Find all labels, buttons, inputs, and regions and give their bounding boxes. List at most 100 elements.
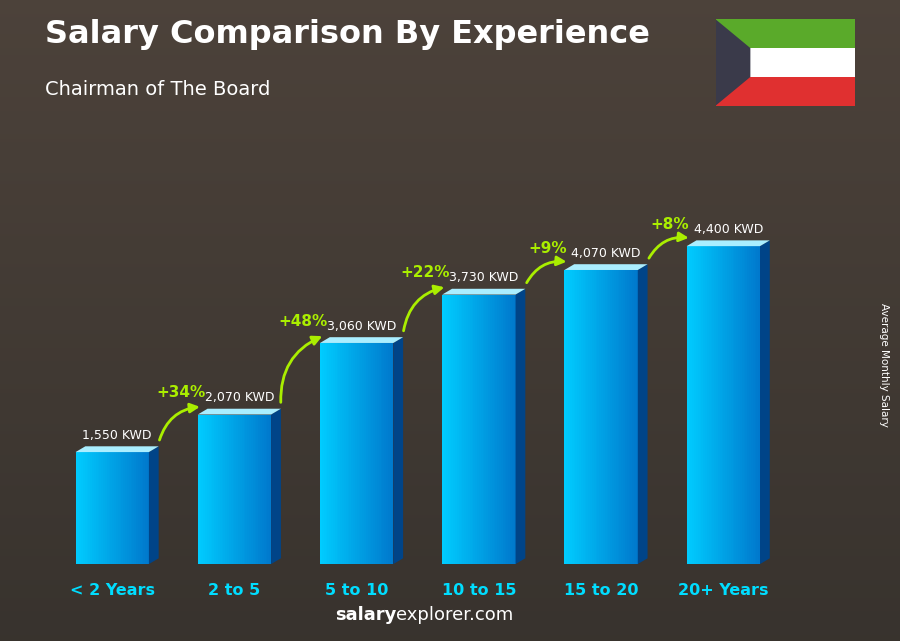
Bar <box>442 295 445 564</box>
Bar <box>260 415 262 564</box>
Bar <box>630 270 633 564</box>
Bar <box>464 295 466 564</box>
Bar <box>83 452 85 564</box>
Bar <box>120 452 122 564</box>
Text: salary: salary <box>335 606 396 624</box>
Bar <box>706 246 709 564</box>
Bar <box>244 415 246 564</box>
Bar <box>625 270 627 564</box>
Bar <box>610 270 612 564</box>
Bar <box>727 246 729 564</box>
Bar <box>234 415 237 564</box>
Bar <box>725 246 727 564</box>
Bar <box>452 295 454 564</box>
Bar <box>459 295 461 564</box>
Bar <box>147 452 149 564</box>
Bar <box>698 246 699 564</box>
Bar <box>601 270 603 564</box>
Bar <box>493 295 496 564</box>
Bar <box>708 246 711 564</box>
Bar <box>490 295 491 564</box>
Bar <box>365 343 368 564</box>
FancyArrowPatch shape <box>281 337 320 403</box>
Bar <box>510 295 512 564</box>
Bar <box>623 270 626 564</box>
Bar <box>457 295 459 564</box>
Bar <box>621 270 623 564</box>
Bar <box>364 343 366 564</box>
Text: Chairman of The Board: Chairman of The Board <box>45 80 270 99</box>
Bar <box>255 415 256 564</box>
Bar <box>475 295 477 564</box>
Bar <box>324 343 326 564</box>
Bar <box>508 295 510 564</box>
Bar <box>738 246 740 564</box>
Bar <box>570 270 572 564</box>
Bar <box>127 452 129 564</box>
Bar <box>386 343 388 564</box>
Bar <box>568 270 570 564</box>
Text: 3,730 KWD: 3,730 KWD <box>449 271 518 285</box>
Bar <box>633 270 634 564</box>
Text: +34%: +34% <box>156 385 205 401</box>
Bar <box>488 295 490 564</box>
Bar <box>722 246 724 564</box>
Bar <box>338 343 340 564</box>
Bar <box>379 343 381 564</box>
Bar <box>358 343 361 564</box>
Bar <box>320 343 322 564</box>
Bar <box>225 415 227 564</box>
Bar <box>751 246 752 564</box>
Bar <box>580 270 583 564</box>
Bar <box>101 452 104 564</box>
Polygon shape <box>320 337 403 343</box>
Bar <box>486 295 488 564</box>
Bar <box>634 270 636 564</box>
Bar <box>223 415 225 564</box>
Polygon shape <box>393 337 403 564</box>
Bar <box>470 295 472 564</box>
Bar <box>716 246 718 564</box>
Bar <box>349 343 351 564</box>
Bar <box>592 270 594 564</box>
Bar <box>362 343 364 564</box>
Bar <box>258 415 260 564</box>
Bar <box>705 246 707 564</box>
Bar <box>715 246 716 564</box>
Bar <box>740 246 742 564</box>
Bar <box>88 452 90 564</box>
Bar <box>747 246 749 564</box>
Bar <box>731 246 733 564</box>
Bar <box>688 246 690 564</box>
Bar <box>86 452 88 564</box>
Bar <box>340 343 342 564</box>
Bar <box>754 246 757 564</box>
Bar <box>331 343 333 564</box>
Bar <box>616 270 617 564</box>
Bar <box>203 415 205 564</box>
Bar <box>572 270 573 564</box>
Bar <box>450 295 452 564</box>
Bar <box>216 415 218 564</box>
Bar <box>736 246 738 564</box>
Bar <box>699 246 701 564</box>
Bar <box>105 452 107 564</box>
Text: Average Monthly Salary: Average Monthly Salary <box>878 303 889 428</box>
Bar <box>238 415 240 564</box>
Bar <box>116 452 118 564</box>
Bar <box>209 415 211 564</box>
Bar <box>745 246 747 564</box>
Text: 3,060 KWD: 3,060 KWD <box>327 320 396 333</box>
Bar <box>111 452 112 564</box>
Text: Salary Comparison By Experience: Salary Comparison By Experience <box>45 19 650 50</box>
Bar <box>594 270 596 564</box>
Bar <box>384 343 386 564</box>
Bar <box>329 343 331 564</box>
Bar <box>495 295 498 564</box>
Text: 4,400 KWD: 4,400 KWD <box>694 223 763 236</box>
Bar <box>132 452 134 564</box>
Polygon shape <box>516 289 526 564</box>
Polygon shape <box>442 289 526 295</box>
Bar <box>85 452 86 564</box>
Bar <box>455 295 457 564</box>
